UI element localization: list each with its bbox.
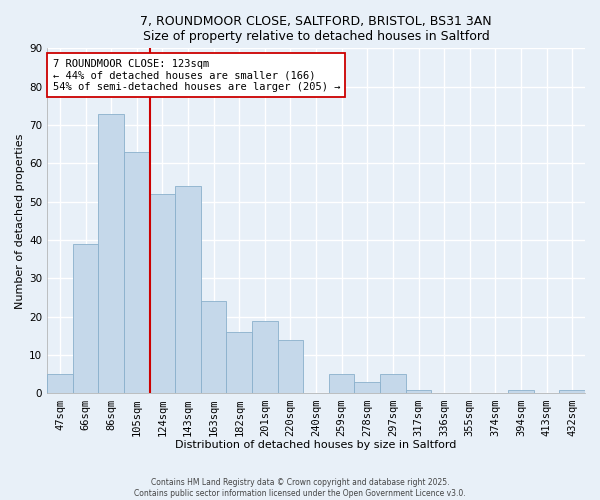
Bar xyxy=(73,244,98,394)
Text: 7 ROUNDMOOR CLOSE: 123sqm
← 44% of detached houses are smaller (166)
54% of semi: 7 ROUNDMOOR CLOSE: 123sqm ← 44% of detac… xyxy=(53,58,340,92)
Bar xyxy=(252,320,278,394)
Y-axis label: Number of detached properties: Number of detached properties xyxy=(15,133,25,308)
Bar xyxy=(226,332,252,394)
Bar xyxy=(329,374,355,394)
Bar xyxy=(149,194,175,394)
Bar xyxy=(355,382,380,394)
Bar xyxy=(559,390,585,394)
Bar xyxy=(47,374,73,394)
Bar xyxy=(278,340,303,394)
Bar xyxy=(406,390,431,394)
Bar xyxy=(508,390,534,394)
Bar xyxy=(201,302,226,394)
X-axis label: Distribution of detached houses by size in Saltford: Distribution of detached houses by size … xyxy=(175,440,457,450)
Bar xyxy=(98,114,124,394)
Title: 7, ROUNDMOOR CLOSE, SALTFORD, BRISTOL, BS31 3AN
Size of property relative to det: 7, ROUNDMOOR CLOSE, SALTFORD, BRISTOL, B… xyxy=(140,15,492,43)
Text: Contains HM Land Registry data © Crown copyright and database right 2025.
Contai: Contains HM Land Registry data © Crown c… xyxy=(134,478,466,498)
Bar xyxy=(124,152,149,394)
Bar xyxy=(175,186,201,394)
Bar xyxy=(380,374,406,394)
